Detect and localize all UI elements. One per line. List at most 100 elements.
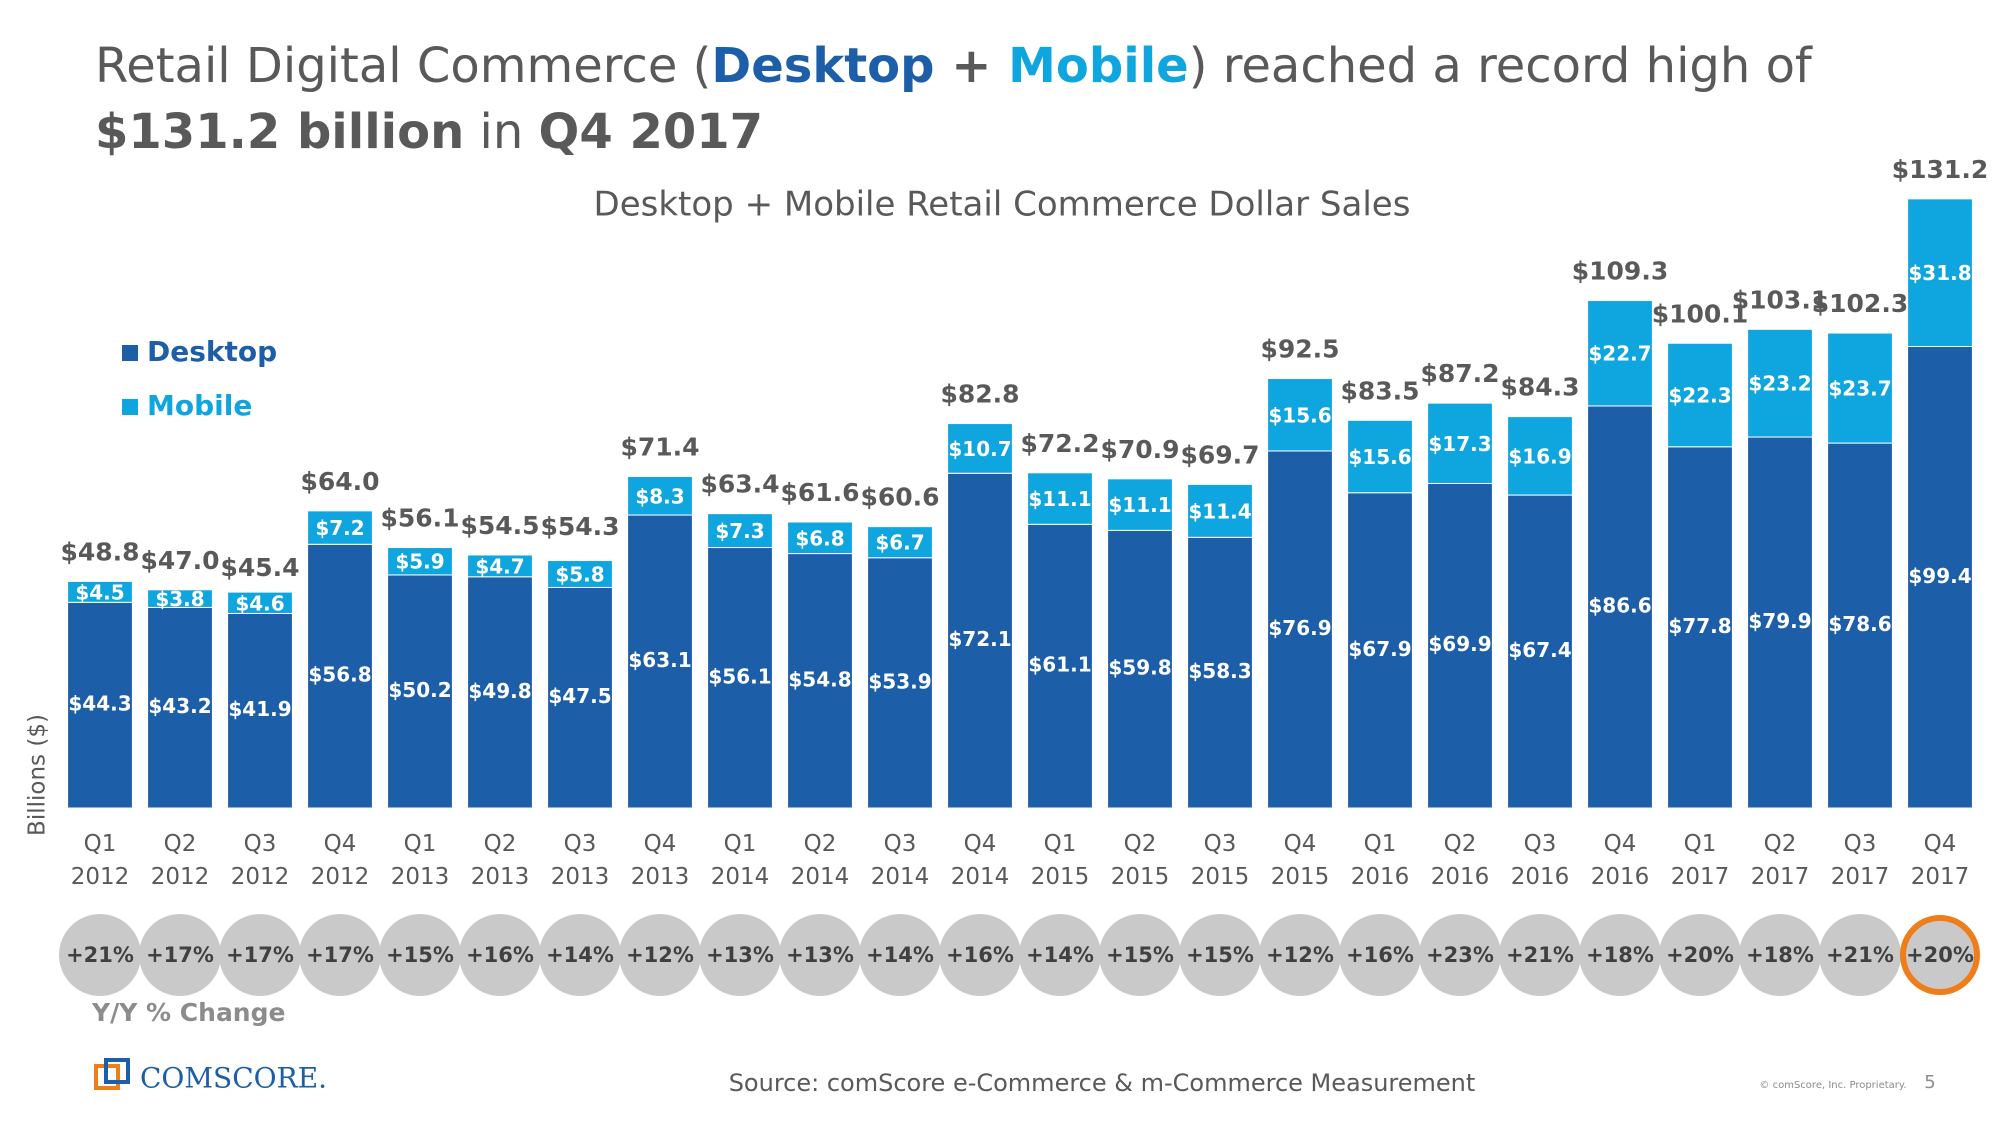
- yoy-label: +21%: [66, 943, 134, 967]
- x-tick-label: Q1 2014: [710, 831, 770, 890]
- segment-label: $17.3: [1428, 432, 1491, 456]
- bar-segment: [787, 521, 853, 555]
- segment-label: $78.6: [1828, 612, 1891, 636]
- bar-segment: [1507, 494, 1573, 809]
- segment-label: $53.9: [868, 669, 931, 693]
- yoy-label: +17%: [306, 943, 374, 967]
- yoy-label: +20%: [1906, 943, 1974, 967]
- title-text: Retail Digital Commerce (: [95, 38, 711, 94]
- yoy-bubble: [1259, 914, 1341, 996]
- total-label: $83.5: [1340, 376, 1419, 405]
- x-tick-label: Q4 2013: [630, 831, 690, 890]
- total-label: $72.2: [1020, 429, 1099, 458]
- bar-segment: [1347, 419, 1413, 494]
- yoy-bubble: [219, 914, 301, 996]
- bar-segment: [67, 601, 133, 809]
- bar-segment: [547, 560, 613, 588]
- title-value: $131.2 billion: [95, 104, 464, 160]
- yoy-label: +13%: [706, 943, 774, 967]
- segment-label: $67.4: [1508, 638, 1571, 662]
- yoy-label: +13%: [786, 943, 854, 967]
- legend-label: Mobile: [147, 389, 252, 422]
- total-label: $48.8: [60, 537, 139, 566]
- segment-label: $4.6: [235, 591, 284, 615]
- segment-label: $63.1: [628, 648, 691, 672]
- legend-label: Desktop: [147, 335, 277, 368]
- total-label: $131.2: [1892, 155, 1988, 184]
- source: Source: comScore e-Commerce & m-Commerce…: [729, 1069, 1476, 1097]
- yoy-label: +17%: [146, 943, 214, 967]
- bar-segment: [1107, 529, 1173, 809]
- yoy-bubble: [299, 914, 381, 996]
- segment-label: $6.8: [795, 526, 844, 550]
- x-tick-label: Q4 2015: [1270, 831, 1330, 890]
- yoy-label: +14%: [866, 943, 934, 967]
- segment-label: $72.1: [948, 627, 1011, 651]
- x-tick-label: Q4 2017: [1910, 831, 1970, 890]
- bar-segment: [1187, 536, 1253, 809]
- logo-text: COMSCORE.: [140, 1062, 327, 1095]
- title-mobile: Mobile: [1008, 38, 1189, 94]
- total-label: $84.3: [1500, 373, 1579, 402]
- bar-segment: [1907, 346, 1973, 809]
- yoy-label: +12%: [1266, 943, 1334, 967]
- yoy-bubble: [1419, 914, 1501, 996]
- x-tick-label: Q3 2014: [870, 831, 930, 890]
- segment-label: $56.8: [308, 663, 371, 687]
- yoy-bubble: [779, 914, 861, 996]
- title-desktop: Desktop: [711, 38, 934, 94]
- bar-segment: [1827, 332, 1893, 444]
- segment-label: $69.9: [1428, 632, 1491, 656]
- yoy-label: +18%: [1586, 943, 1654, 967]
- bar-segment: [227, 591, 293, 614]
- yoy-bubble: [1499, 914, 1581, 996]
- x-tick-label: Q3 2012: [230, 831, 290, 890]
- yoy-bubble: [1179, 914, 1261, 996]
- bar-segment: [707, 547, 773, 809]
- yoy-label: +21%: [1506, 943, 1574, 967]
- bar-segment: [1667, 342, 1733, 448]
- yoy-label: Y/Y % Change: [91, 998, 285, 1027]
- title-text: +: [935, 38, 1009, 94]
- segment-label: $10.7: [948, 437, 1011, 461]
- bar-segment: [1347, 492, 1413, 809]
- segment-label: $8.3: [635, 484, 684, 508]
- x-tick-label: Q2 2012: [150, 831, 210, 890]
- logo-icon: [104, 1058, 130, 1084]
- segment-label: $22.7: [1588, 342, 1651, 366]
- bar-segment: [387, 574, 453, 809]
- yoy-bubble: [139, 914, 221, 996]
- yoy-bubble: [699, 914, 781, 996]
- bar-segment: [467, 576, 533, 809]
- yoy-label: +18%: [1746, 943, 1814, 967]
- total-label: $56.1: [380, 504, 459, 533]
- segment-label: $79.9: [1748, 609, 1811, 633]
- bar-segment: [707, 513, 773, 549]
- segment-label: $4.7: [475, 554, 524, 578]
- bar-segment: [1587, 300, 1653, 407]
- bar-segment: [867, 557, 933, 809]
- segment-label: $16.9: [1508, 444, 1571, 468]
- segment-label: $86.6: [1588, 593, 1651, 617]
- bar-segment: [1267, 378, 1333, 452]
- yoy-bubble: [1579, 914, 1661, 996]
- bar-segment: [1267, 450, 1333, 809]
- yoy-bubble: [1900, 915, 1980, 995]
- segment-label: $11.1: [1108, 493, 1171, 517]
- segment-label: $43.2: [148, 694, 211, 718]
- yoy-label: +15%: [1186, 943, 1254, 967]
- bar-segment: [1747, 328, 1813, 438]
- segment-label: $23.7: [1828, 377, 1891, 401]
- segment-label: $4.5: [75, 580, 124, 604]
- bar-segment: [467, 554, 533, 578]
- segment-label: $3.8: [155, 587, 204, 611]
- segment-label: $99.4: [1908, 564, 1971, 588]
- x-tick-label: Q3 2013: [550, 831, 610, 890]
- yoy-label: +20%: [1666, 943, 1734, 967]
- segment-label: $47.5: [548, 684, 611, 708]
- page-number: 5: [1924, 1072, 1935, 1093]
- segment-label: $41.9: [228, 697, 291, 721]
- x-tick-label: Q4 2016: [1590, 831, 1650, 890]
- segment-label: $31.8: [1908, 261, 1971, 285]
- total-label: $45.4: [220, 553, 299, 582]
